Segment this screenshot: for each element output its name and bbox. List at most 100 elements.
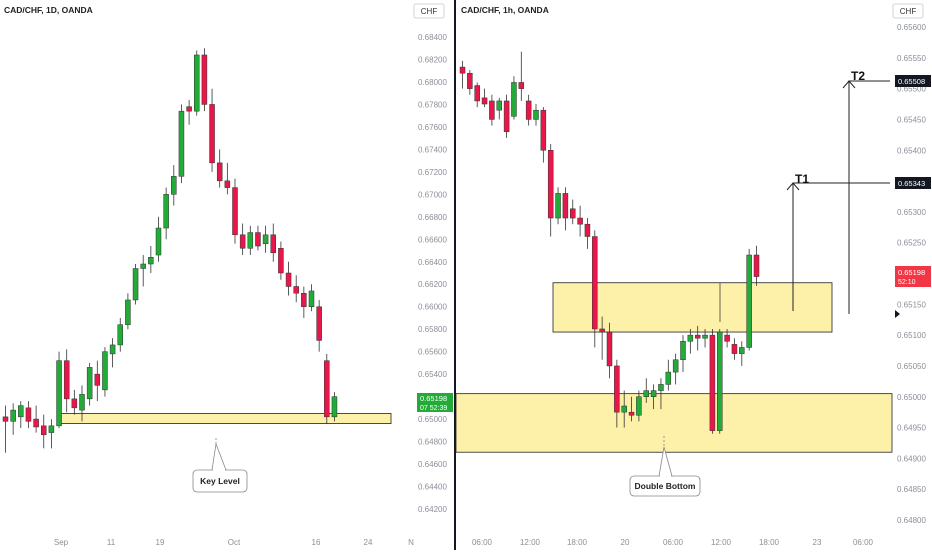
left-y-tick: 0.67600 xyxy=(418,123,447,132)
right-y-tick: 0.65000 xyxy=(897,393,926,402)
left-candle-body xyxy=(178,110,185,177)
left-candle-body xyxy=(239,234,246,249)
right-candle-body xyxy=(459,66,466,74)
right-candle-body xyxy=(467,72,473,89)
left-candle-body xyxy=(41,425,47,436)
right-candle-body xyxy=(592,236,598,330)
daily-x-axis[interactable]: Sep 11 19 Oct 16 24 N xyxy=(54,538,414,547)
left-y-tick: 0.67200 xyxy=(418,168,447,177)
right-x-label: 18:00 xyxy=(759,538,780,547)
left-candle-body xyxy=(102,351,108,391)
right-zone xyxy=(552,282,833,333)
daily-y-axis[interactable]: 0.68400 0.68200 0.68000 0.67800 0.67600 0.674… xyxy=(418,33,447,514)
right-y-tick: 0.65550 xyxy=(897,54,926,63)
scroll-arrow-icon[interactable] xyxy=(895,310,900,318)
daily-price-tag-countdown: 07 52:39 xyxy=(420,405,447,412)
right-candle-body xyxy=(672,359,679,373)
left-candle-body xyxy=(324,360,330,418)
left-y-tick: 0.68400 xyxy=(418,33,447,42)
right-candle-body xyxy=(739,347,745,354)
left-candle-body xyxy=(216,162,223,182)
right-candle-body xyxy=(702,334,708,339)
t2-price-tag: 0.65508 xyxy=(898,77,925,86)
left-candle-body xyxy=(186,106,192,112)
left-candle-body xyxy=(79,394,85,411)
double-bottom-gap xyxy=(660,474,671,478)
left-candle-body xyxy=(293,286,299,294)
left-candle-body xyxy=(155,227,162,256)
right-candle-body xyxy=(525,100,532,120)
left-y-tick: 0.67800 xyxy=(418,100,447,109)
right-x-label: 12:00 xyxy=(711,538,732,547)
right-candle-body xyxy=(680,341,686,361)
right-candle-body xyxy=(717,331,723,431)
left-y-tick: 0.66600 xyxy=(418,235,447,244)
left-candle-body xyxy=(270,234,276,254)
hourly-price-tag-price: 0.65198 xyxy=(898,268,925,277)
left-y-tick: 0.65600 xyxy=(418,348,447,357)
right-candle-body xyxy=(694,334,701,339)
right-candle-body xyxy=(518,82,525,89)
t1-arrow xyxy=(786,182,800,191)
right-candle-body xyxy=(665,371,672,385)
left-candle-body xyxy=(278,248,284,274)
right-x-label: 06:00 xyxy=(853,538,874,547)
right-y-tick: 0.64950 xyxy=(897,424,926,433)
daily-currency-box[interactable] xyxy=(413,3,445,19)
double-bottom-pointer xyxy=(658,446,673,477)
left-y-tick: 0.66400 xyxy=(418,258,447,267)
right-candle-body xyxy=(628,411,635,416)
key-level-gap xyxy=(213,468,225,472)
t1-price-tag-bg xyxy=(895,177,931,189)
left-candle-body xyxy=(33,418,39,428)
right-candle-body xyxy=(658,384,664,391)
daily-chart[interactable]: CAD/CHF, 1D, OANDA CHF 0.684000.682000.6… xyxy=(2,3,453,547)
right-candle-body xyxy=(599,328,605,333)
left-y-tick: 0.68200 xyxy=(418,55,447,64)
t2-arrow xyxy=(842,80,856,89)
hourly-chart[interactable]: CAD/CHF, 1h, OANDA CHF 0.65600 0.65550 0.6… xyxy=(455,3,931,547)
left-candle-body xyxy=(63,360,70,400)
left-y-tick: 0.66200 xyxy=(418,280,447,289)
left-candle-body xyxy=(2,416,9,422)
right-candle-body xyxy=(489,100,495,120)
right-candle-body xyxy=(621,405,627,413)
left-candle-body xyxy=(48,425,55,433)
right-zone xyxy=(455,393,893,453)
hourly-price-tag-bg xyxy=(895,266,931,287)
right-candle-body xyxy=(724,334,730,342)
left-candle-body xyxy=(132,268,139,301)
left-y-tick: 0.64800 xyxy=(418,438,447,447)
right-candle-body xyxy=(687,334,694,342)
left-y-tick: 0.66000 xyxy=(418,303,447,312)
hourly-x-axis[interactable]: 06:00 12:00 18:00 20 06:00 12:00 18:00 23 06:00 xyxy=(472,538,874,547)
key-level-pointer xyxy=(211,442,227,471)
left-x-label: Oct xyxy=(228,538,241,547)
hourly-currency-box[interactable] xyxy=(892,3,924,19)
left-y-tick: 0.65800 xyxy=(418,325,447,334)
daily-price-tag-price: 0.65198 xyxy=(420,394,447,403)
left-y-tick: 0.65400 xyxy=(418,370,447,379)
left-y-tick: 0.64400 xyxy=(418,483,447,492)
right-x-label: 12:00 xyxy=(520,538,541,547)
t2-price-tag-bg xyxy=(895,75,931,87)
right-x-label: 06:00 xyxy=(663,538,684,547)
right-candle-body xyxy=(643,390,649,397)
left-candle-body xyxy=(163,194,169,229)
right-y-tick: 0.65600 xyxy=(897,23,926,32)
left-x-label: Sep xyxy=(54,538,69,547)
left-candle-body xyxy=(308,290,315,307)
daily-price-tag-bg xyxy=(417,393,453,412)
left-candle-body xyxy=(301,292,307,307)
left-candle-body xyxy=(140,263,146,269)
left-x-label: N xyxy=(408,538,414,547)
hourly-currency-label: CHF xyxy=(900,7,917,16)
daily-candles xyxy=(2,48,338,453)
left-candle-body xyxy=(247,232,254,249)
right-candle-body xyxy=(562,193,569,219)
hourly-chart-title: CAD/CHF, 1h, OANDA xyxy=(461,5,549,15)
right-candle-body xyxy=(577,217,583,225)
left-candle-body xyxy=(194,54,200,112)
